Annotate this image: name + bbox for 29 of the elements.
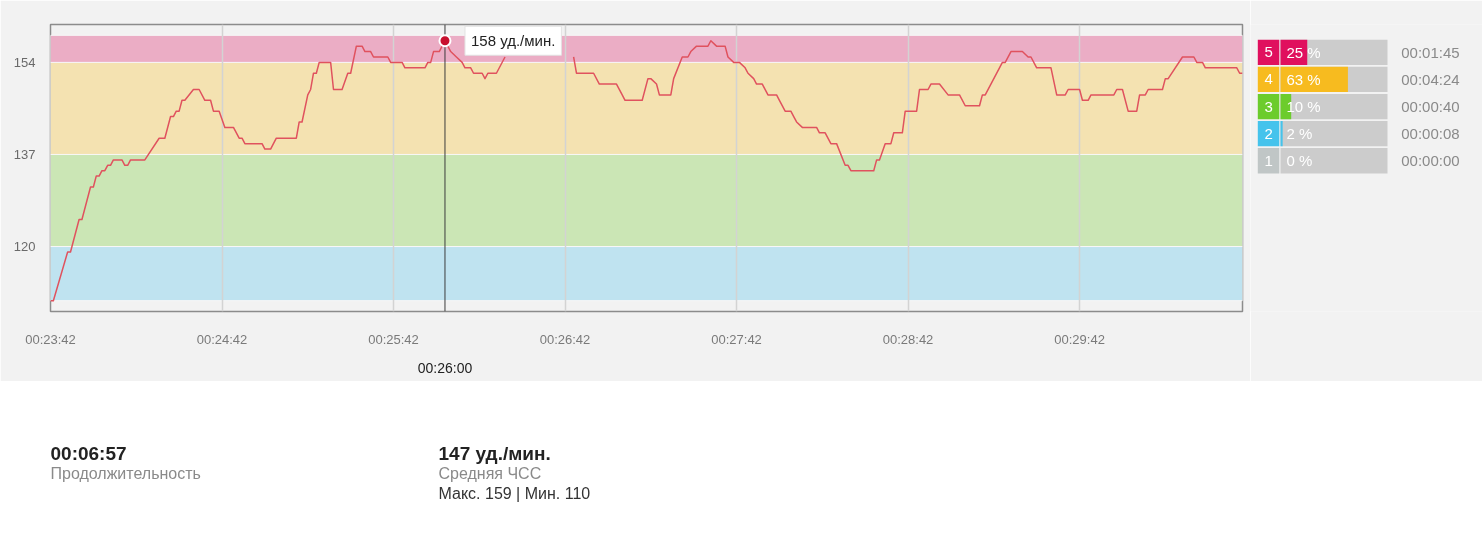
text: Макс. 159 | Мин. 110 bbox=[438, 485, 591, 502]
x-tick-label: 00:29:42 bbox=[1054, 331, 1105, 347]
y-tick-label: 120 bbox=[13, 239, 36, 255]
y-tick-label: 2 bbox=[1264, 124, 1273, 142]
y-tick-label: 154 bbox=[13, 54, 36, 70]
x-tick-label: 00:24:42 bbox=[196, 331, 248, 347]
y-tick-label: 4 bbox=[1264, 70, 1273, 88]
text: 00:04:24 bbox=[1401, 70, 1460, 88]
data-label: 63 % bbox=[1286, 70, 1321, 88]
text: 00:00:08 bbox=[1401, 125, 1460, 143]
text: 147 уд./мин. bbox=[438, 443, 551, 464]
text: Продолжительность bbox=[50, 465, 201, 482]
y-tick-label: 1 bbox=[1264, 151, 1273, 169]
x-tick-label: 00:27:42 bbox=[711, 331, 762, 347]
x-tick-label: 00:23:42 bbox=[25, 331, 76, 347]
text: Средняя ЧСС bbox=[438, 465, 542, 482]
annotation: 158 уд./мин. bbox=[470, 32, 556, 50]
text: 00:00:00 bbox=[1401, 152, 1460, 170]
ref-line-label: 00:26:00 bbox=[417, 359, 473, 376]
text: 00:06:57 bbox=[50, 443, 127, 464]
text: 00:00:40 bbox=[1401, 98, 1460, 116]
x-tick-label: 00:25:42 bbox=[368, 331, 419, 347]
y-tick-label: 137 bbox=[13, 146, 36, 162]
text: 00:01:45 bbox=[1401, 43, 1460, 61]
x-tick-label: 00:28:42 bbox=[882, 331, 934, 347]
data-label: 25 % bbox=[1286, 43, 1321, 61]
x-tick-label: 00:26:42 bbox=[539, 331, 591, 347]
y-tick-label: 3 bbox=[1264, 97, 1273, 115]
y-tick-label: 5 bbox=[1264, 43, 1273, 61]
